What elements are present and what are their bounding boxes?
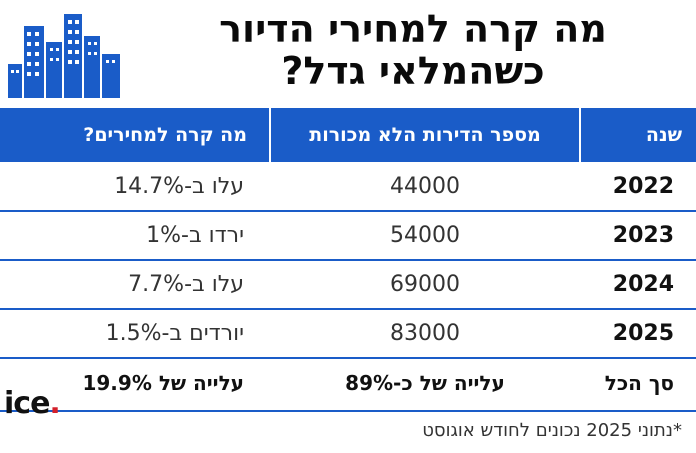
price-change-cell: יורדים ב-1.5%: [0, 309, 270, 359]
price-change-cell: ירדו ב-1%: [0, 211, 270, 261]
year-cell: 2022: [580, 162, 696, 212]
header-price-change: מה קרה למחירים?: [0, 108, 270, 162]
total-price-change: עלייה של 19.9%: [82, 371, 244, 395]
year-cell: 2024: [580, 260, 696, 310]
footnote: *נתוני 2025 נכונים לחודש אוגוסט: [422, 420, 682, 441]
unsold-cell: 54000: [270, 211, 580, 261]
total-unsold: עלייה של כ-89%: [345, 371, 505, 395]
table-row: 2024 69000 עלו ב-7.7%: [0, 260, 696, 310]
title-line-1: מה קרה למחירי הדיור: [219, 7, 607, 51]
brand-dot: .: [49, 386, 60, 421]
header-unsold: מספר הדירות הלא מכורות: [269, 108, 580, 162]
housing-table: שנה מספר הדירות הלא מכורות מה קרה למחירי…: [0, 108, 696, 407]
brand-name: ice: [4, 386, 50, 421]
total-label: סך הכל: [604, 371, 674, 395]
unsold-cell: 69000: [270, 260, 580, 310]
header-year: שנה: [579, 108, 696, 162]
price-change-cell: עלו ב-14.7%: [0, 162, 270, 212]
table-row: 2025 83000 יורדים ב-1.5%: [0, 309, 696, 359]
unsold-cell: 44000: [270, 162, 580, 212]
table-row: 2023 54000 ירדו ב-1%: [0, 211, 696, 261]
title-line-2: כשהמלאי גדל?: [281, 49, 545, 93]
price-change-cell: עלו ב-7.7%: [0, 260, 270, 310]
page-title: מה קרה למחירי הדיור כשהמלאי גדל?: [150, 8, 676, 92]
city-buildings-icon: [8, 14, 120, 98]
total-row: סך הכל עלייה של כ-89% עלייה של 19.9%: [0, 358, 696, 407]
year-cell: 2023: [580, 211, 696, 261]
header: מה קרה למחירי הדיור כשהמלאי גדל?: [0, 0, 696, 104]
year-cell: 2025: [580, 309, 696, 359]
unsold-cell: 83000: [270, 309, 580, 359]
table-row: 2022 44000 עלו ב-14.7%: [0, 162, 696, 212]
table-header-row: שנה מספר הדירות הלא מכורות מה קרה למחירי…: [0, 108, 696, 162]
bottom-divider: [0, 410, 696, 412]
brand-logo: ice.: [4, 386, 61, 421]
